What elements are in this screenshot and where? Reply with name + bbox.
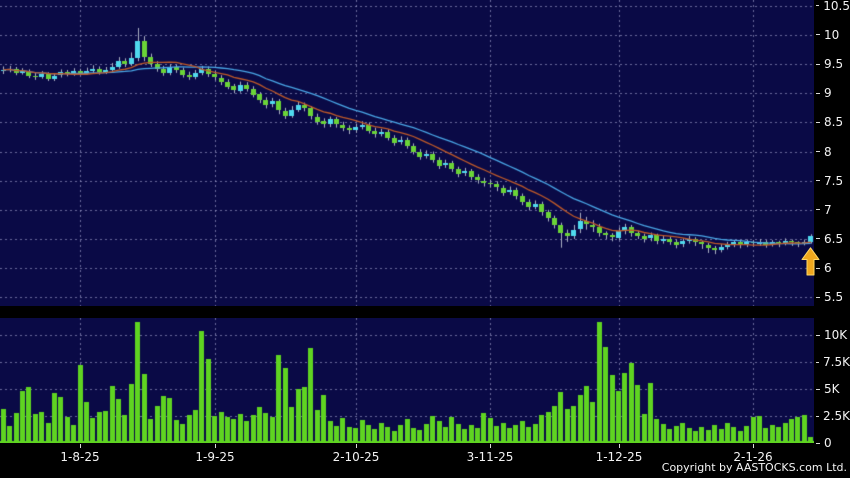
- date-tick-mark: [753, 444, 754, 448]
- date-tick-label: 1-9-25: [195, 450, 235, 464]
- date-tick-mark: [356, 444, 357, 448]
- up-arrow-marker-icon: [801, 247, 820, 276]
- copyright-notice: Copyright by AASTOCKS.com Ltd.: [661, 461, 847, 474]
- tick-mark: [816, 415, 820, 417]
- date-tick-label: 2-1-26: [733, 450, 773, 464]
- tick-mark: [816, 209, 820, 211]
- volume-bar-chart[interactable]: [0, 318, 814, 443]
- price-tick-label: 5.5: [814, 290, 850, 304]
- price-tick-label: 10.5: [814, 0, 850, 13]
- tick-mark: [816, 442, 820, 444]
- price-tick-label: 10: [814, 28, 850, 42]
- date-tick-mark: [619, 444, 620, 448]
- price-tick-label: 8: [814, 145, 850, 159]
- price-tick-label: 7.5: [814, 174, 850, 188]
- date-tick-label: 1-12-25: [595, 450, 643, 464]
- date-tick-label: 1-8-25: [60, 450, 100, 464]
- volume-tick-label: 5K: [814, 382, 850, 396]
- volume-tick-label: 2.5K: [814, 409, 850, 423]
- date-tick-label: 2-10-25: [332, 450, 380, 464]
- tick-mark: [816, 361, 820, 363]
- candlestick-price-chart[interactable]: [0, 0, 814, 306]
- price-tick-label: 6.5: [814, 232, 850, 246]
- tick-mark: [816, 34, 820, 36]
- volume-tick-label: 10K: [814, 328, 850, 342]
- date-tick-mark: [490, 444, 491, 448]
- tick-mark: [816, 334, 820, 336]
- tick-mark: [816, 92, 820, 94]
- tick-mark: [816, 267, 820, 269]
- price-tick-label: 9.5: [814, 57, 850, 71]
- price-tick-label: 7: [814, 203, 850, 217]
- date-tick-mark: [80, 444, 81, 448]
- tick-mark: [816, 121, 820, 123]
- tick-mark: [816, 238, 820, 240]
- price-tick-label: 8.5: [814, 115, 850, 129]
- tick-mark: [816, 296, 820, 298]
- volume-tick-label: 0: [814, 436, 850, 450]
- date-tick-label: 3-11-25: [466, 450, 514, 464]
- price-tick-label: 6: [814, 261, 850, 275]
- tick-mark: [816, 388, 820, 390]
- price-tick-label: 9: [814, 86, 850, 100]
- volume-tick-label: 7.5K: [814, 355, 850, 369]
- date-tick-mark: [215, 444, 216, 448]
- tick-mark: [816, 63, 820, 65]
- tick-mark: [816, 180, 820, 182]
- tick-mark: [816, 151, 820, 153]
- tick-mark: [816, 5, 820, 7]
